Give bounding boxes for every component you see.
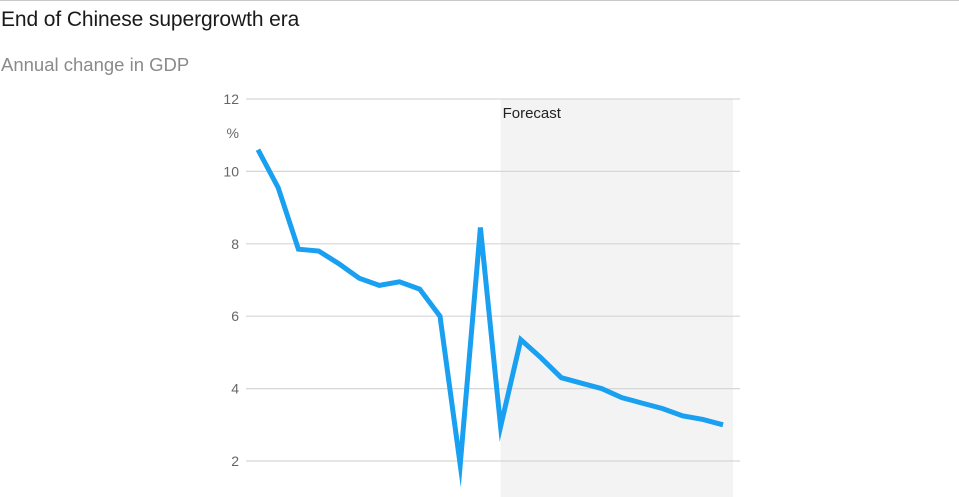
- y-unit-label: %: [227, 125, 239, 141]
- forecast-region: [501, 99, 733, 497]
- y-tick-label-4: 4: [231, 381, 239, 397]
- y-tick-label-8: 8: [231, 236, 239, 252]
- y-tick-label-2: 2: [231, 453, 239, 469]
- y-tick-label-10: 10: [223, 163, 239, 179]
- y-tick-label-6: 6: [231, 308, 239, 324]
- forecast-label: Forecast: [503, 105, 562, 122]
- forecast-shade-layer: [501, 99, 733, 497]
- y-tick-label-12: 12: [223, 91, 239, 107]
